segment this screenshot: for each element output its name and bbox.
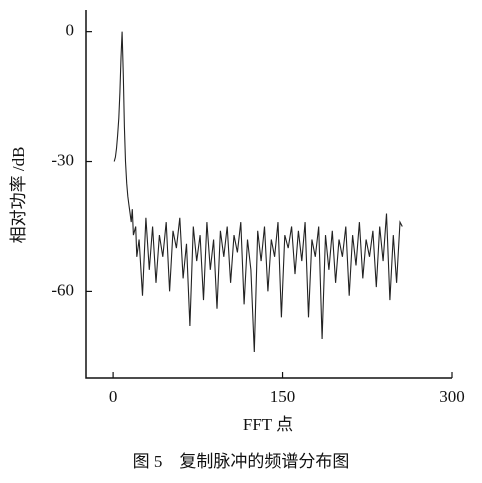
- x-tick-label: 0: [109, 387, 118, 406]
- y-tick-label: -30: [51, 150, 74, 169]
- y-axis-label: 相对功率 /dB: [9, 147, 28, 244]
- y-tick-label: 0: [66, 21, 75, 40]
- caption: 图 5 复制脉冲的频谱分布图: [133, 452, 350, 471]
- axes: [85, 10, 452, 379]
- x-tick-label: 150: [270, 387, 296, 406]
- y-tick-label: -60: [51, 280, 74, 299]
- line: [113, 31, 403, 353]
- x-axis-label: FFT 点: [243, 415, 293, 434]
- x-tick-label: 300: [439, 387, 465, 406]
